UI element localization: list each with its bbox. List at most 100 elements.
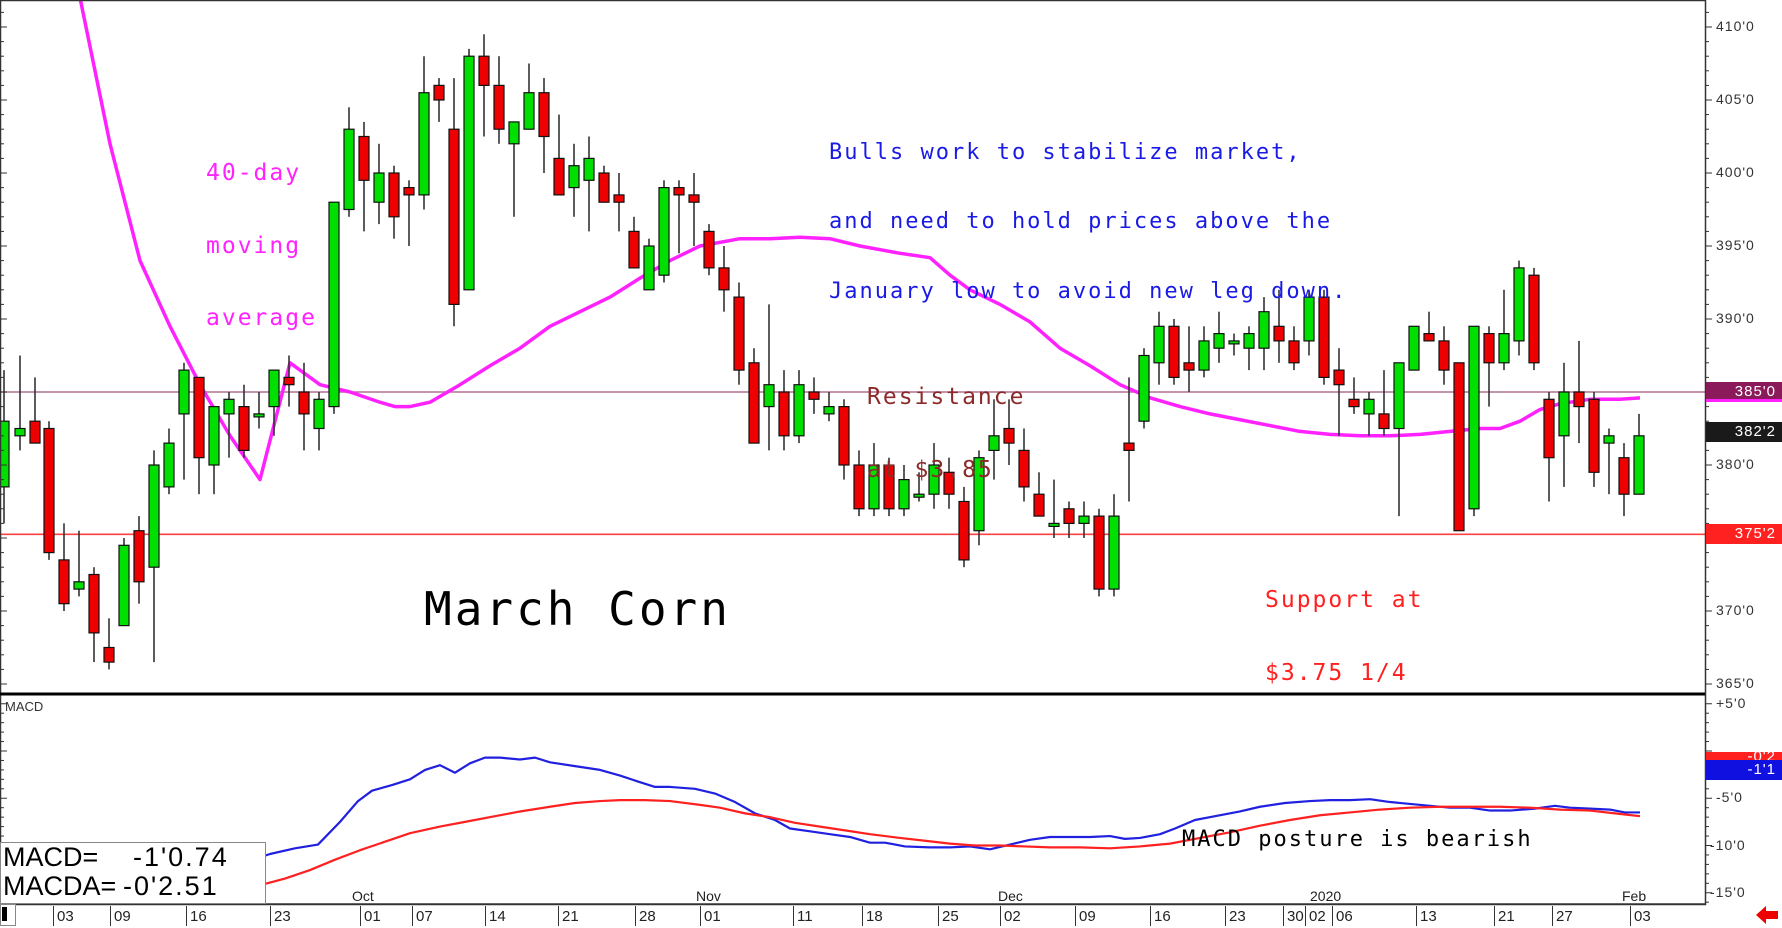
candle [418, 56, 430, 210]
month-label: Nov [696, 888, 721, 904]
candle [1213, 311, 1225, 363]
candle-body [1393, 362, 1405, 430]
price-tick-label: 370'0 [1716, 602, 1755, 618]
candle [718, 246, 730, 312]
candle [88, 567, 100, 663]
candle-body [298, 391, 310, 415]
scroll-left-arrow-icon[interactable] [1756, 906, 1778, 924]
candle-body [703, 230, 715, 269]
price-tick-label: 400'0 [1716, 164, 1755, 180]
candle [133, 516, 145, 604]
date-tick-label: 30 [1283, 906, 1304, 926]
candle [1453, 362, 1465, 532]
candle [613, 173, 625, 232]
candle-body [103, 646, 115, 663]
candle [1198, 326, 1210, 378]
date-tick-label: 03 [53, 906, 74, 926]
candle-body [1288, 340, 1300, 364]
candle [448, 78, 460, 327]
candle-body [1183, 362, 1195, 371]
candle [313, 392, 325, 451]
candle [538, 78, 550, 173]
candle [1183, 326, 1195, 392]
candle [1378, 370, 1390, 436]
candle [193, 376, 205, 495]
macd-readout: MACD= -1'0.74 MACDA= -0'2.51 [0, 842, 266, 904]
candle-body [418, 92, 430, 196]
candle [628, 216, 640, 269]
candle [43, 421, 55, 560]
candle [583, 136, 595, 232]
commentary-annotation: Bulls work to stabilize market, and need… [829, 95, 1347, 326]
candle [1348, 377, 1360, 414]
candle-body [1378, 413, 1390, 430]
date-tick-label: 13 [1416, 906, 1437, 926]
candle-body [913, 493, 925, 498]
candle [1243, 326, 1255, 371]
candle-body [973, 457, 985, 532]
candle-body [388, 172, 400, 218]
candle-body [493, 84, 505, 130]
candle [1228, 333, 1240, 356]
candle-body [29, 420, 41, 444]
macd-tick-label: +5'0 [1716, 694, 1747, 711]
macda-line [214, 799, 1641, 904]
resistance-price-tag: 385'0 [1706, 382, 1782, 402]
date-tick-label: 09 [110, 906, 131, 926]
macd-panel-label: MACD [5, 699, 44, 714]
candle [103, 618, 115, 670]
candle-body [508, 121, 520, 145]
candle-body [1213, 333, 1225, 349]
candle-body [14, 427, 26, 437]
candle-body [763, 384, 775, 408]
candle-body [1588, 398, 1600, 473]
candle-body [433, 84, 445, 101]
candle [853, 450, 865, 517]
macd-line [169, 756, 1640, 903]
candle-body [118, 544, 130, 627]
candle [1318, 289, 1330, 385]
candle-body [403, 187, 415, 196]
candle [1138, 348, 1150, 429]
candle [1603, 428, 1615, 495]
candle [1543, 392, 1555, 502]
candle-body [1333, 369, 1345, 386]
candle [1018, 428, 1030, 502]
candle [1333, 348, 1345, 436]
macda-readout-value: -0'2.51 [123, 871, 219, 901]
price-tick-label: 405'0 [1716, 91, 1755, 107]
candle-body [1558, 391, 1570, 437]
candle-body [808, 391, 820, 400]
candle [0, 370, 10, 524]
candle [1513, 260, 1525, 356]
candle-body [1543, 398, 1555, 459]
date-tick-label: 06 [1332, 906, 1353, 926]
price-tick-label: 390'0 [1716, 310, 1755, 326]
candle [733, 282, 745, 385]
candle-body [88, 573, 100, 634]
candle [73, 530, 85, 597]
candle [958, 486, 970, 568]
scroll-handle[interactable] [0, 904, 16, 926]
candle-body [583, 157, 595, 181]
candle [1123, 377, 1135, 502]
candle-body [658, 187, 670, 276]
candlesticks [0, 34, 1645, 670]
date-tick-label: 21 [558, 906, 579, 926]
macd-tick-label: -15'0 [1710, 883, 1746, 900]
candle-body [1093, 515, 1105, 590]
candle-body [1453, 362, 1465, 532]
candle-body [613, 194, 625, 203]
candle [463, 48, 475, 291]
candle [913, 472, 925, 502]
candle-body [1318, 296, 1330, 379]
candle [1078, 501, 1090, 538]
candle [208, 406, 220, 495]
support-label-line: $3.75 1/4 [1265, 659, 1408, 686]
candle-body [1528, 274, 1540, 364]
candle-body [1018, 449, 1030, 488]
candle-body [358, 135, 370, 181]
candle-body [1048, 522, 1060, 528]
candle-body [313, 398, 325, 430]
candle-body [1348, 398, 1360, 408]
